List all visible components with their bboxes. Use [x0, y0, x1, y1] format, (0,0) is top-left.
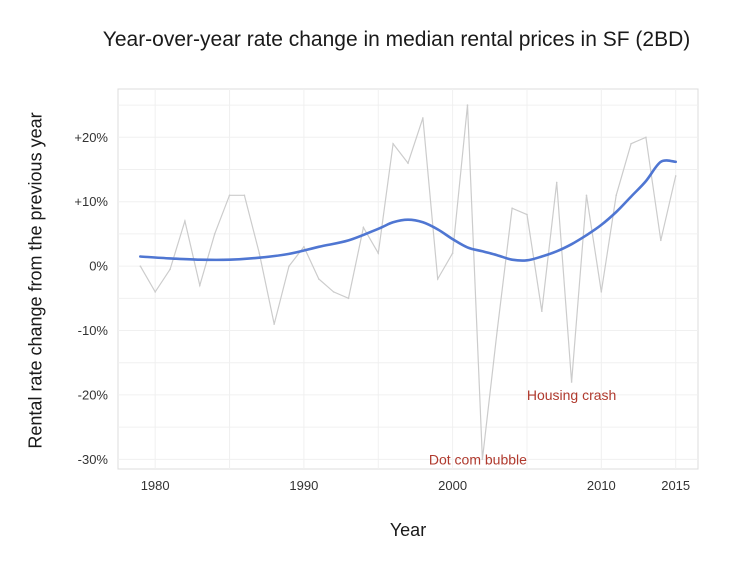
raw-data-point	[511, 207, 513, 209]
raw-data-point	[645, 136, 647, 139]
y-tick-label: 0%	[89, 259, 108, 274]
raw-data-point	[303, 245, 305, 248]
y-tick-label: +20%	[74, 130, 108, 145]
raw-data-point	[674, 175, 677, 177]
raw-data-point	[451, 252, 454, 255]
y-tick-label: -20%	[78, 387, 109, 402]
plot-panel	[117, 88, 699, 470]
y-tick-label: -30%	[78, 452, 109, 467]
raw-data-point	[660, 239, 662, 242]
x-tick-label: 2015	[661, 478, 690, 493]
x-tick-label: 1990	[289, 478, 318, 493]
raw-data-point	[407, 162, 409, 164]
raw-data-point	[526, 213, 528, 216]
raw-data-point	[169, 268, 171, 271]
raw-data-point	[422, 117, 424, 119]
raw-data-point	[362, 226, 365, 229]
raw-data-point	[288, 265, 290, 267]
x-tick-label: 1980	[141, 478, 170, 493]
raw-data-point	[466, 104, 469, 106]
raw-data-point	[541, 310, 543, 313]
y-tick-label: +10%	[74, 194, 108, 209]
raw-data-point	[585, 194, 588, 197]
raw-data-point	[317, 278, 320, 280]
trend-series-line	[139, 159, 677, 262]
x-tick-label: 2010	[587, 478, 616, 493]
y-tick-label: -10%	[78, 323, 109, 338]
raw-data-point	[332, 291, 335, 293]
x-tick-label: 2000	[438, 478, 467, 493]
annotation-label: Housing crash	[527, 387, 617, 403]
raw-data-point	[273, 323, 275, 325]
raw-data-point	[154, 291, 156, 293]
x-axis-title: Year	[389, 520, 427, 540]
raw-data-point	[198, 284, 201, 287]
raw-data-point	[615, 194, 618, 197]
raw-data-point	[213, 233, 216, 235]
raw-data-point	[436, 278, 439, 280]
raw-data-point	[347, 297, 350, 300]
raw-data-point	[377, 252, 380, 255]
raw-data-point	[481, 458, 484, 461]
raw-data-point	[600, 291, 603, 293]
raw-data-point	[228, 194, 231, 197]
raw-data-point	[139, 265, 142, 267]
chart-title: Year-over-year rate change in median ren…	[102, 28, 691, 51]
raw-data-point	[184, 220, 186, 222]
annotation-label: Dot com bubble	[429, 451, 527, 467]
raw-data-point	[630, 142, 632, 145]
raw-data-point	[243, 194, 246, 197]
raw-data-point	[258, 252, 261, 255]
raw-data-point	[570, 381, 573, 383]
raw-data-point	[496, 329, 499, 332]
raw-data-point	[555, 181, 558, 184]
raw-data-point	[392, 142, 394, 145]
